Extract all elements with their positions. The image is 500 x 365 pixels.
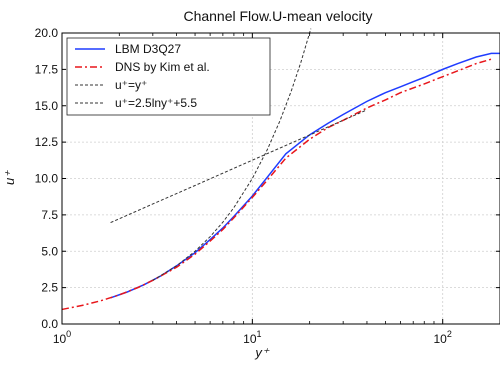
- legend-label: DNS by Kim et al.: [115, 60, 210, 74]
- legend-label: u⁺=2.5lny⁺+5.5: [115, 96, 197, 110]
- y-tick-label: 7.5: [41, 208, 58, 222]
- x-tick-label: 101: [243, 329, 261, 346]
- x-tick-label-exponent: 1: [257, 329, 262, 339]
- x-tick-label-exponent: 2: [447, 329, 452, 339]
- legend-label: LBM D3Q27: [115, 42, 181, 56]
- y-tick-label: 5.0: [41, 244, 58, 258]
- legend: LBM D3Q27 DNS by Kim et al. u⁺=y⁺ u⁺=2.5lny…: [66, 37, 271, 116]
- x-tick-label-base: 10: [53, 332, 67, 346]
- series-line-2: [61, 58, 492, 311]
- x-tick-label-base: 10: [434, 332, 448, 346]
- y-axis-label: u⁺: [2, 170, 17, 185]
- x-axis-label: y⁺: [254, 345, 270, 360]
- legend-box: [66, 37, 271, 116]
- series-line-4: [110, 109, 368, 224]
- y-tick-label: 12.5: [35, 135, 59, 149]
- y-tick-label: 20.0: [35, 26, 59, 40]
- series-layer: [61, 28, 500, 311]
- x-tick-label-base: 10: [243, 332, 257, 346]
- y-tick-label: 15.0: [35, 99, 59, 113]
- x-tick-label-exponent: 0: [66, 329, 71, 339]
- y-tick-label: 10.0: [35, 172, 59, 186]
- legend-label: u⁺=y⁺: [115, 78, 147, 92]
- x-tick-label: 100: [53, 329, 71, 346]
- y-tick-label: 17.5: [35, 62, 59, 76]
- chart-title: Channel Flow.U-mean velocity: [183, 8, 372, 24]
- x-tick-label: 102: [434, 329, 452, 346]
- y-tick-label: 2.5: [41, 281, 58, 295]
- y-tick-label: 0.0: [41, 317, 58, 331]
- series-line-3: [152, 28, 312, 281]
